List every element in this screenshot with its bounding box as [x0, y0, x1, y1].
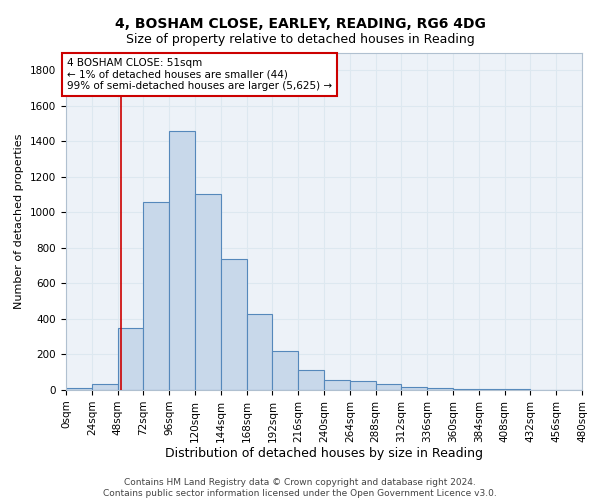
Text: 4 BOSHAM CLOSE: 51sqm
← 1% of detached houses are smaller (44)
99% of semi-detac: 4 BOSHAM CLOSE: 51sqm ← 1% of detached h… [67, 58, 332, 91]
Bar [401, 387, 427, 390]
Bar [118, 328, 143, 390]
Bar [376, 384, 401, 390]
Bar [169, 130, 195, 390]
Bar [427, 388, 453, 390]
Bar [453, 388, 479, 390]
Bar [66, 388, 92, 390]
Bar [92, 384, 118, 390]
Y-axis label: Number of detached properties: Number of detached properties [14, 134, 25, 309]
Bar [324, 380, 350, 390]
Bar [298, 370, 324, 390]
Bar [272, 351, 298, 390]
Bar [143, 202, 169, 390]
Text: Size of property relative to detached houses in Reading: Size of property relative to detached ho… [125, 32, 475, 46]
Bar [195, 194, 221, 390]
Bar [350, 381, 376, 390]
X-axis label: Distribution of detached houses by size in Reading: Distribution of detached houses by size … [165, 448, 483, 460]
Text: Contains HM Land Registry data © Crown copyright and database right 2024.
Contai: Contains HM Land Registry data © Crown c… [103, 478, 497, 498]
Bar [221, 259, 247, 390]
Bar [479, 389, 505, 390]
Text: 4, BOSHAM CLOSE, EARLEY, READING, RG6 4DG: 4, BOSHAM CLOSE, EARLEY, READING, RG6 4D… [115, 18, 485, 32]
Bar [247, 314, 272, 390]
